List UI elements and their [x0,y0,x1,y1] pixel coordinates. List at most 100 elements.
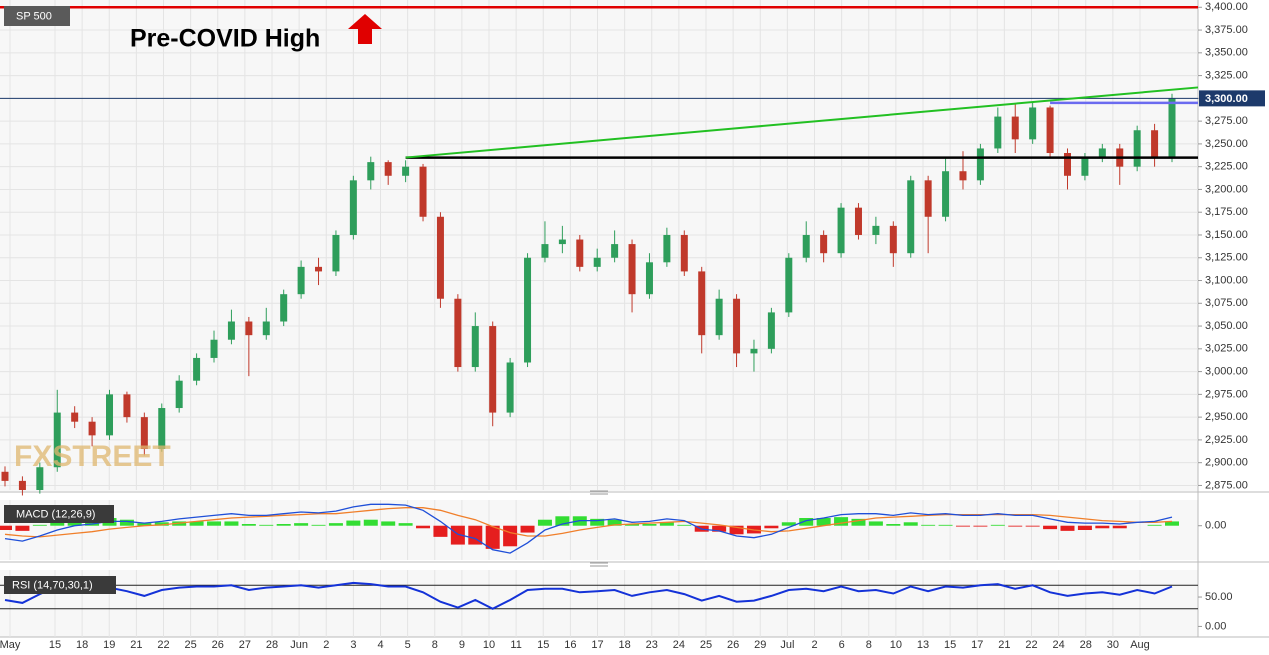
x-tick-label: 8 [432,639,438,651]
candle-body [436,216,444,299]
candle-body [576,239,584,267]
candle-body [123,394,131,418]
candle-body [193,357,201,381]
histogram-bar [625,524,640,526]
x-tick-label: 17 [591,639,603,651]
candle-body [158,408,166,450]
title-box [4,6,70,26]
candle-body [315,266,323,272]
y-tick-label: 3,350.00 [1205,47,1248,59]
histogram-bar [799,518,814,526]
histogram-bar [346,520,361,526]
y-tick-label: 2,950.00 [1205,411,1248,423]
candle-body [454,298,462,368]
candle-body [924,180,932,217]
histogram-bar [938,524,953,526]
histogram-bar [886,524,901,526]
candle-body [750,348,758,354]
candle-body [489,326,497,413]
histogram-bar [503,525,518,547]
panel-title-box [4,576,116,594]
y-tick-label: 3,150.00 [1205,229,1248,241]
x-tick-label: 3 [350,639,356,651]
candle-body [628,244,636,295]
histogram-bar [207,521,222,526]
candle-body [36,467,44,490]
histogram-bar [15,525,30,531]
candle-body [227,321,235,340]
y-tick-label: 3,400.00 [1205,1,1248,13]
x-tick-label: May [0,639,21,651]
candle-body [959,171,967,181]
x-tick-label: 10 [890,639,902,651]
histogram-bar [764,525,779,529]
histogram-bar [0,525,12,530]
x-tick-label: 22 [1025,639,1037,651]
histogram-bar [328,523,343,526]
x-tick-label: 26 [727,639,739,651]
candle-body [715,298,723,336]
candle-body [541,244,549,258]
x-tick-label: 6 [839,639,845,651]
candle-body [262,321,270,336]
histogram-bar [555,516,570,526]
candle-body [663,234,671,263]
histogram-bar [834,517,849,526]
histogram-bar [224,521,239,526]
candle-body [698,271,706,336]
candle-body [820,234,828,254]
x-tick-label: 19 [103,639,115,651]
candle-body [367,162,375,181]
annotation: Pre-COVID High [130,25,320,53]
x-tick-label: 27 [239,639,251,651]
last-price-box [1199,90,1265,107]
histogram-bar [868,521,883,526]
candle-body [907,180,915,254]
histogram-bar [433,525,448,537]
candle-body [767,312,775,349]
x-tick-label: 11 [510,639,521,651]
candle-body [88,421,96,436]
y-tick-label: 3,075.00 [1205,297,1248,309]
x-tick-label: 18 [76,639,88,651]
candle-body [889,225,897,254]
histogram-bar [50,520,65,526]
candle-body [332,234,340,272]
y-tick-label: 3,175.00 [1205,206,1248,218]
candle-body [837,207,845,254]
candle-body [802,234,810,258]
histogram-bar [921,524,936,526]
candle-body [53,412,61,468]
candle-body [1168,98,1176,158]
histogram-bar [485,525,500,549]
macd-plot-bg [0,500,1198,560]
arrow-up [348,14,382,44]
candle-body [297,266,305,295]
histogram-bar [1095,525,1110,529]
y-tick-label: 3,325.00 [1205,70,1248,82]
y-tick-label: 3,125.00 [1205,252,1248,264]
histogram-bar [955,525,970,527]
y-tick-label: 3,025.00 [1205,343,1248,355]
candle-body [872,225,880,235]
x-tick-label: 2 [323,639,329,651]
panel-title-box [4,505,114,523]
y-tick-label: 3,200.00 [1205,183,1248,195]
candle-body [1029,107,1037,140]
histogram-bar [677,524,692,526]
candle-body [785,257,793,313]
histogram-bar [816,518,831,526]
x-tick-label: 30 [1107,639,1119,651]
x-tick-label: 2 [811,639,817,651]
x-tick-label: 28 [266,639,278,651]
histogram-bar [119,519,134,526]
candle-body [558,239,566,245]
x-tick-label: 16 [564,639,576,651]
histogram-bar [1043,525,1058,530]
candle-body [680,234,688,272]
y-tick-label: 50.00 [1205,591,1233,603]
watermark: FXSTREET [14,440,171,473]
histogram-bar [729,525,744,535]
y-tick-label: 3,050.00 [1205,320,1248,332]
rsi-line [4,581,1173,610]
